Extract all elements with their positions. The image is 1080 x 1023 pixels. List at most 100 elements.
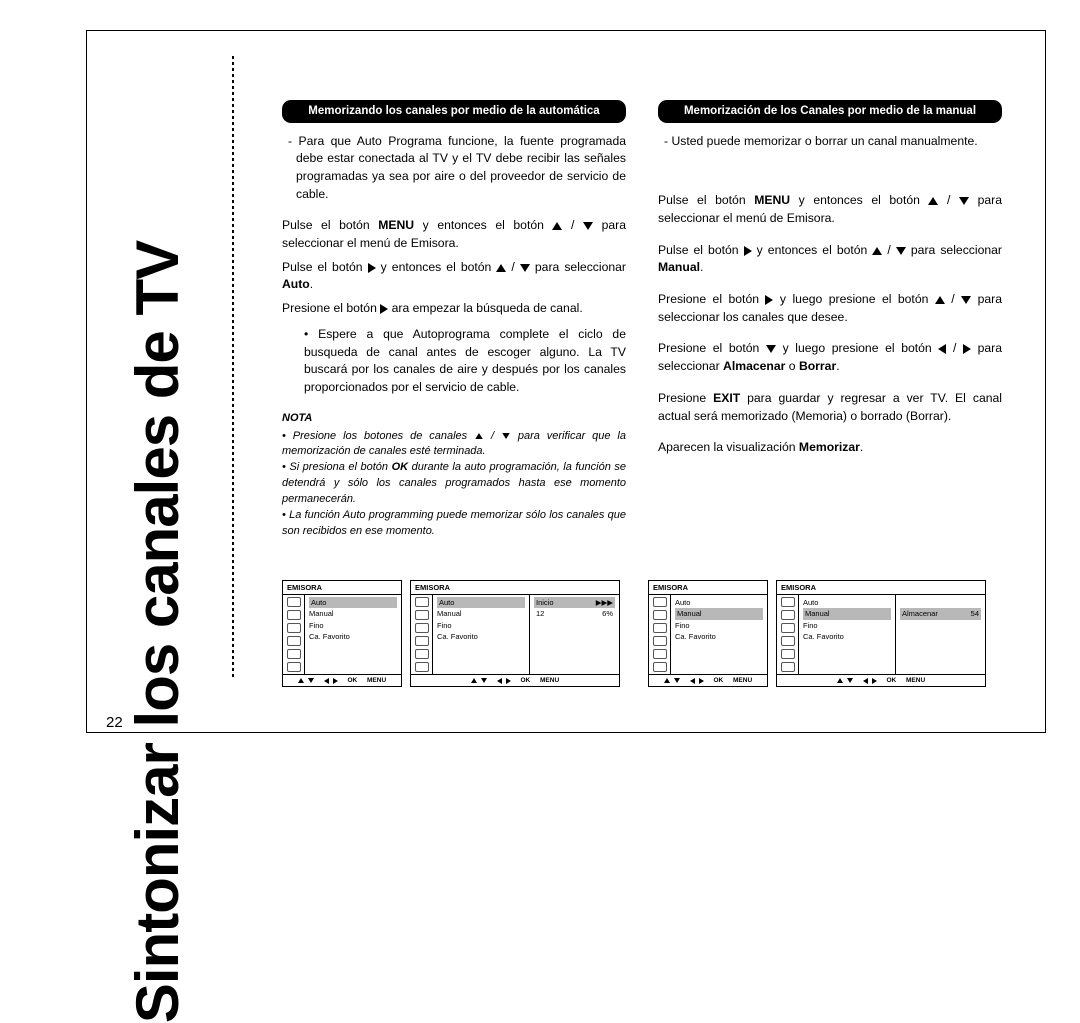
osd-icon [781,662,795,672]
osd-icon [781,623,795,633]
step-right-2: Pulse el botón y entonces el botón / par… [658,242,1002,277]
fast-forward-icon: ▶▶▶ [596,597,613,608]
vertical-divider [232,56,234,680]
osd-icon [653,649,667,659]
arrow-left-icon [938,344,946,354]
osd-item: Auto [309,597,397,608]
osd-item: Ca. Favorito [803,631,891,642]
arrow-down-icon [959,197,969,205]
osd-item: Auto [675,597,763,608]
osd-icon [415,662,429,672]
osd-icon [781,610,795,620]
arrow-right-icon [368,263,376,273]
step-right-4: Presione el botón y luego presione el bo… [658,340,1002,375]
arrow-up-icon [552,222,562,230]
osd-list: Auto Manual Fino Ca. Favorito [671,595,767,674]
side-title: Sintonizar los canales de TV [96,42,220,662]
nota-heading: NOTA [282,411,626,427]
step-left-3: Presione el botón ara empezar la búsqued… [282,300,626,318]
arrow-down-icon [766,345,776,353]
step-right-5: Presione EXIT para guardar y regresar a … [658,390,1002,425]
osd-icon [653,662,667,672]
arrow-down-icon [520,264,530,272]
osd-icon [415,623,429,633]
osd-item: Auto [437,597,525,608]
osd-panel-3: EMISORA Auto Manual Fino Ca. Favorito OK… [648,580,768,687]
osd-item: Auto [803,597,891,608]
osd-icon-strip [411,595,433,674]
nota-1: • Presione los botones de canales / para… [282,429,626,461]
osd-list: Auto Manual Fino Ca. Favorito [799,595,895,674]
osd-item: Fino [803,620,891,631]
osd-footer: OK MENU [649,674,767,686]
osd-icon-strip [283,595,305,674]
osd-right-panel: Inicio▶▶▶ 126% [529,595,619,674]
osd-item: Fino [309,620,397,631]
osd-icon [415,636,429,646]
arrow-down-icon [961,296,971,304]
osd-item: Fino [675,620,763,631]
column-right: Memorización de los Canales por medio de… [658,100,1002,540]
arrow-up-icon [872,247,882,255]
osd-list: Auto Manual Fino Ca. Favorito [433,595,529,674]
osd-group-left: EMISORA Auto Manual Fino Ca. Favorito OK… [282,580,626,687]
osd-icon [287,636,301,646]
intro-right: - Usted puede memorizar o borrar un cana… [658,133,1002,151]
arrow-up-icon [935,296,945,304]
arrow-right-icon [963,344,971,354]
osd-icon [653,597,667,607]
heading-manual: Memorización de los Canales por medio de… [658,100,1002,123]
osd-footer: OK MENU [411,674,619,686]
osd-icon [653,610,667,620]
osd-item: Manual [437,608,525,619]
osd-item: Ca. Favorito [437,631,525,642]
osd-footer: OK MENU [283,674,401,686]
osd-header: EMISORA [283,581,401,595]
heading-auto: Memorizando los canales por medio de la … [282,100,626,123]
osd-icon-strip [649,595,671,674]
column-left: Memorizando los canales por medio de la … [282,100,626,540]
osd-panel-1: EMISORA Auto Manual Fino Ca. Favorito OK… [282,580,402,687]
osd-header: EMISORA [411,581,619,595]
osd-panel-2: EMISORA Auto Manual Fino Ca. Favorito In… [410,580,620,687]
osd-panel-4: EMISORA Auto Manual Fino Ca. Favorito Al… [776,580,986,687]
osd-icon [653,623,667,633]
step-right-6: Aparecen la visualización Memorizar. [658,439,1002,457]
osd-item: Manual [309,608,397,619]
osd-icon [781,649,795,659]
nota-2: • Si presiona el botón OK durante la aut… [282,460,626,508]
osd-icon [415,649,429,659]
osd-icon-strip [777,595,799,674]
osd-item: Fino [437,620,525,631]
osd-list: Auto Manual Fino Ca. Favorito [305,595,401,674]
osd-item: Manual [803,608,891,619]
step-left-2: Pulse el botón y entonces el botón / par… [282,259,626,294]
osd-header: EMISORA [777,581,985,595]
osd-item: Ca. Favorito [309,631,397,642]
osd-icon [653,636,667,646]
arrow-up-icon [928,197,938,205]
content-columns: Memorizando los canales por medio de la … [282,100,1002,540]
osd-footer: OK MENU [777,674,985,686]
osd-item: Manual [675,608,763,619]
osd-group-right: EMISORA Auto Manual Fino Ca. Favorito OK… [648,580,992,687]
nota-3: • La función Auto programming puede memo… [282,508,626,540]
osd-icon [287,597,301,607]
step-right-1: Pulse el botón MENU y entonces el botón … [658,192,1002,227]
arrow-up-icon [475,433,483,439]
step-left-1: Pulse el botón MENU y entonces el botón … [282,217,626,252]
osd-icon [415,610,429,620]
osd-header: EMISORA [649,581,767,595]
page-number: 22 [106,714,123,731]
osd-icon [287,649,301,659]
intro-left: - Para que Auto Programa funcione, la fu… [282,133,626,204]
osd-screenshots-row: EMISORA Auto Manual Fino Ca. Favorito OK… [282,580,1002,687]
osd-icon [287,662,301,672]
osd-right-panel: Almacenar54 [895,595,985,674]
osd-icon [781,636,795,646]
arrow-right-icon [744,246,752,256]
osd-icon [415,597,429,607]
arrow-down-icon [583,222,593,230]
osd-item: Ca. Favorito [675,631,763,642]
arrow-down-icon [896,247,906,255]
